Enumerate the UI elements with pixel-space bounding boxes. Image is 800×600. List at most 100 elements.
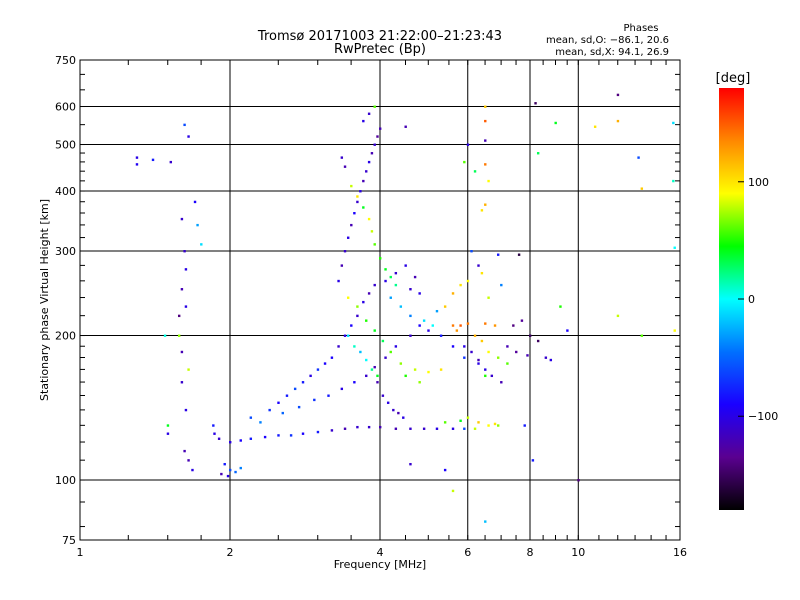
data-point: [487, 296, 490, 299]
data-point: [394, 345, 398, 348]
data-point: [418, 292, 421, 295]
data-point: [386, 401, 390, 404]
data-point: [350, 184, 353, 188]
y-axis-label: Stationary phase Virtual Height [km]: [38, 199, 51, 401]
data-point: [166, 424, 170, 427]
x-tick-label: 2: [227, 546, 234, 559]
data-point: [422, 319, 426, 322]
data-point: [191, 468, 194, 472]
data-point: [500, 283, 503, 287]
data-point: [183, 123, 186, 127]
data-point: [200, 243, 203, 246]
data-point: [285, 394, 289, 397]
data-point: [356, 305, 359, 308]
data-point: [340, 387, 344, 391]
data-point: [443, 305, 447, 308]
data-point: [577, 479, 580, 482]
phases-mean-x: mean, sd,X: 94.1, 26.9: [555, 47, 669, 58]
data-point: [379, 127, 382, 130]
data-point: [184, 408, 188, 412]
data-point: [268, 408, 271, 412]
data-point: [672, 121, 675, 125]
data-point: [451, 427, 455, 430]
data-point: [193, 200, 197, 204]
data-point: [187, 459, 190, 462]
data-point: [346, 334, 350, 337]
data-point: [484, 105, 487, 108]
data-point: [593, 125, 597, 128]
data-point: [451, 489, 455, 493]
data-point: [466, 416, 470, 419]
data-point: [473, 427, 477, 430]
data-point: [531, 459, 535, 462]
data-point: [529, 334, 532, 337]
data-point: [418, 324, 421, 327]
data-point: [493, 422, 497, 426]
data-point: [301, 432, 305, 435]
data-point: [353, 212, 356, 215]
y-tick-label: 400: [55, 185, 76, 198]
data-point: [477, 362, 480, 365]
data-point: [484, 374, 487, 378]
data-point: [316, 430, 320, 434]
data-point: [389, 275, 392, 279]
data-point: [373, 143, 376, 146]
data-point: [316, 368, 320, 371]
data-point: [470, 250, 473, 253]
data-point: [163, 334, 167, 337]
data-point: [367, 160, 371, 164]
data-point: [484, 163, 487, 166]
data-point: [554, 121, 557, 125]
data-point: [480, 271, 484, 275]
data-point: [389, 350, 392, 354]
data-point: [463, 160, 466, 164]
data-point: [259, 421, 262, 424]
data-point: [637, 156, 640, 159]
phases-heading: Phases: [623, 23, 658, 34]
data-point: [370, 230, 374, 233]
data-point: [187, 135, 190, 138]
data-point: [459, 283, 462, 287]
data-point: [166, 432, 170, 435]
data-point: [493, 324, 497, 327]
data-point: [376, 374, 379, 378]
data-point: [277, 401, 280, 404]
data-point: [466, 322, 470, 325]
data-point: [370, 152, 374, 155]
data-point: [443, 421, 447, 424]
data-point: [343, 250, 347, 253]
data-point: [135, 163, 139, 166]
data-point: [381, 394, 385, 397]
data-point: [384, 268, 387, 271]
data-point: [439, 334, 443, 337]
data-point: [477, 421, 480, 424]
data-point: [353, 345, 356, 348]
data-point: [409, 288, 412, 291]
data-point: [356, 314, 359, 318]
data-point: [180, 217, 184, 221]
colorbar-tick-label: −100: [748, 410, 778, 423]
data-point: [480, 209, 484, 212]
data-point: [404, 125, 407, 128]
data-point: [135, 156, 139, 159]
data-point: [404, 374, 407, 378]
x-tick-label: 1: [77, 546, 84, 559]
data-point: [384, 356, 387, 359]
data-point: [500, 381, 503, 384]
data-point: [470, 350, 473, 354]
data-point: [367, 292, 371, 295]
chart-subtitle: RwPretec (Bp): [334, 42, 426, 57]
colorbar: [deg] 100 0 −100: [716, 71, 778, 510]
data-point: [451, 292, 455, 295]
data-point: [213, 432, 216, 435]
data-point: [180, 381, 184, 384]
y-tick-label: 600: [55, 101, 76, 114]
data-point: [473, 334, 477, 337]
data-point: [466, 279, 470, 283]
x-tick-labels: 1 2 4 6 8 10 16: [77, 546, 688, 559]
data-point: [512, 324, 515, 327]
data-point: [413, 275, 417, 279]
data-point: [187, 368, 190, 371]
minor-ticks: [80, 60, 680, 540]
data-point: [544, 356, 548, 359]
